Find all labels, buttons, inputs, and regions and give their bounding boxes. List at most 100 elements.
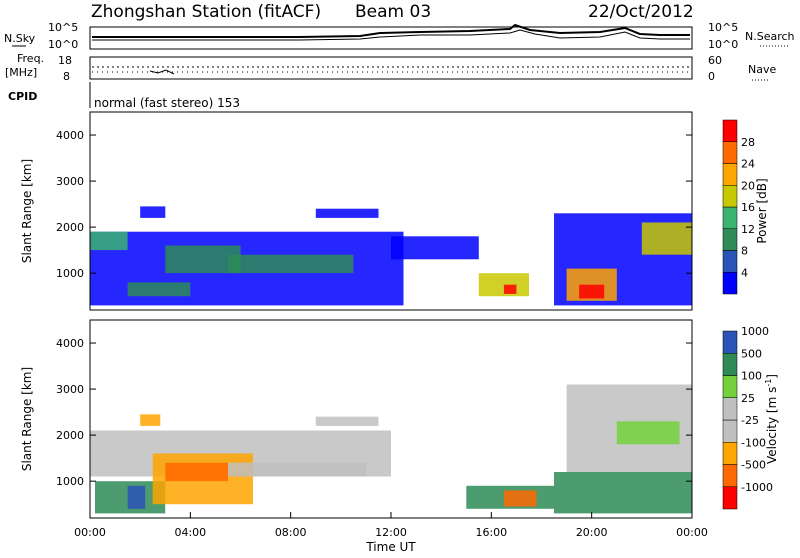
- velocity-colorbar-swatch-0: [722, 486, 738, 510]
- freq-panel-frame: [89, 56, 693, 80]
- power-colorbar-tick-4: 20: [741, 179, 755, 192]
- velocity-colorbar-swatch-1: [722, 464, 738, 487]
- noise-panel: N.Sky 10^5 10^0 10^5 10^0 N.Search: [4, 21, 795, 51]
- power-colorbar-tick-5: 24: [741, 158, 755, 171]
- x-tick-label-2: 08:00: [275, 526, 307, 539]
- power-echo-region-14: [641, 222, 692, 255]
- power-colorbar-swatch-0: [722, 272, 738, 295]
- power-y-axis-label: Slant Range [km]: [20, 159, 34, 263]
- nsearch-trace: [92, 29, 690, 41]
- velocity-colorbar-label-close: ]: [765, 374, 779, 379]
- velocity-colorbar-swatch-6: [722, 353, 738, 376]
- velocity-echo-region-13: [616, 421, 680, 445]
- freq-unit-label: [MHz]: [5, 66, 37, 79]
- x-axis-label: Time UT: [365, 540, 416, 554]
- velocity-y-tick-label-1: 2000: [56, 429, 84, 442]
- velocity-colorbar-tick-3: -25: [741, 414, 759, 427]
- freq-excursion: [149, 69, 175, 75]
- velocity-colorbar-tick-7: 1000: [741, 325, 769, 338]
- power-echo-region-6: [228, 254, 354, 274]
- velocity-colorbar-swatch-5: [722, 375, 738, 398]
- freq-panel: Freq. [MHz] 18 8 60 0 Nave: [5, 52, 776, 83]
- power-colorbar-swatch-2: [722, 228, 738, 251]
- power-y-tick-label-0: 1000: [56, 267, 84, 280]
- x-tick-label-4: 16:00: [475, 526, 507, 539]
- power-colorbar-swatch-6: [722, 141, 738, 164]
- power-colorbar-tick-0: 4: [741, 266, 748, 279]
- x-tick-label-1: 04:00: [174, 526, 206, 539]
- x-tick-label-6: 00:00: [676, 526, 708, 539]
- power-colorbar-tick-2: 12: [741, 223, 755, 236]
- velocity-y-tick-label-0: 1000: [56, 475, 84, 488]
- nsearch-label: N.Search: [745, 30, 795, 43]
- power-y-tick-label-2: 3000: [56, 175, 84, 188]
- nsearch-tick-bottom: 10^0: [708, 38, 738, 51]
- power-colorbar-swatch-3: [722, 206, 738, 229]
- velocity-echo-region-8: [315, 416, 379, 426]
- freq-tick-bottom: 8: [63, 70, 70, 83]
- power-colorbar-swatch-5: [722, 163, 738, 186]
- velocity-colorbar-tick-0: -1000: [741, 481, 773, 494]
- velocity-panel: 1000 2000 3000 4000 Slant Range [km] -1000 -…: [20, 319, 779, 554]
- nave-tick-bottom: 0: [708, 70, 715, 83]
- velocity-data-layer: [90, 384, 692, 514]
- power-echo-region-7: [315, 208, 379, 218]
- velocity-colorbar-swatch-4: [722, 397, 738, 421]
- noise-panel-frame: [89, 26, 693, 50]
- date-label: 22/Oct/2012: [588, 2, 694, 22]
- nsearch-tick-top: 10^5: [708, 21, 738, 34]
- cpid-panel: CPID normal (fast stereo) 153: [8, 82, 240, 110]
- velocity-colorbar-label: Velocity [m s-1]: [764, 374, 779, 464]
- power-colorbar-swatch-4: [722, 185, 738, 208]
- freq-tick-top: 18: [58, 54, 72, 67]
- nsky-label: N.Sky: [4, 32, 36, 45]
- power-y-tick-label-1: 2000: [56, 221, 84, 234]
- velocity-y-ticks: 1000 2000 3000 4000: [56, 337, 692, 488]
- velocity-colorbar-tick-2: -100: [741, 436, 766, 449]
- velocity-echo-region-6: [165, 462, 228, 482]
- cpid-label: CPID: [8, 90, 37, 103]
- time-x-ticks: 00:00 04:00 08:00 12:00 16:00 20:00 00:00: [74, 512, 708, 539]
- nave-tick-top: 60: [708, 54, 722, 67]
- velocity-colorbar-swatch-3: [722, 419, 738, 443]
- velocity-y-tick-label-2: 3000: [56, 383, 84, 396]
- nsky-trace: [92, 23, 690, 38]
- cpid-text: normal (fast stereo) 153: [94, 96, 240, 110]
- power-echo-region-4: [127, 282, 191, 297]
- velocity-colorbar-swatch-2: [722, 442, 738, 465]
- x-tick-label-0: 00:00: [74, 526, 106, 539]
- power-panel: 1000 2000 3000 4000 Slant Range [km] 4 8 12 16…: [20, 111, 769, 311]
- nsky-tick-bottom: 10^0: [48, 38, 78, 51]
- velocity-echo-region-4: [140, 414, 161, 426]
- velocity-colorbar-tick-5: 100: [741, 370, 762, 383]
- power-colorbar: 4 8 12 16 20 24 28: [722, 119, 755, 295]
- station-title: Zhongshan Station (fitACF): [91, 2, 321, 22]
- x-tick-label-5: 20:00: [576, 526, 608, 539]
- power-colorbar-swatch-7: [722, 119, 738, 142]
- x-tick-label-3: 12:00: [375, 526, 407, 539]
- power-echo-region-13: [579, 284, 605, 299]
- velocity-y-tick-label-3: 4000: [56, 337, 84, 350]
- velocity-y-axis-label: Slant Range [km]: [20, 367, 34, 471]
- power-data-layer: [90, 206, 692, 306]
- nave-label: Nave: [748, 63, 776, 76]
- power-colorbar-tick-3: 16: [741, 201, 755, 214]
- power-colorbar-label: Power [dB]: [755, 178, 769, 243]
- nsky-tick-top: 10^5: [48, 21, 78, 34]
- power-echo-region-8: [391, 236, 479, 260]
- power-colorbar-tick-6: 28: [741, 136, 755, 149]
- beam-label: Beam 03: [355, 2, 431, 22]
- velocity-colorbar-label-exponent: -1: [764, 379, 773, 387]
- velocity-echo-region-11: [554, 472, 692, 514]
- velocity-echo-region-7: [228, 462, 366, 477]
- power-echo-region-10: [503, 284, 517, 294]
- power-echo-region-2: [90, 231, 128, 251]
- velocity-colorbar-swatch-7: [722, 330, 738, 354]
- velocity-echo-region-3: [127, 485, 146, 509]
- power-panel-frame: [89, 111, 693, 311]
- power-colorbar-swatch-1: [722, 250, 738, 273]
- power-y-tick-label-3: 4000: [56, 129, 84, 142]
- velocity-colorbar-tick-4: 25: [741, 392, 755, 405]
